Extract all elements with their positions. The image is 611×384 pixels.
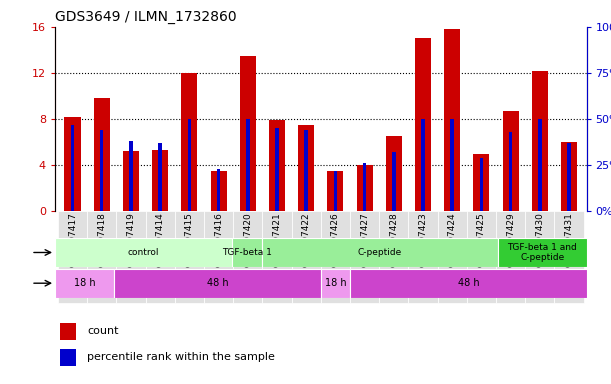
Bar — [474, 154, 489, 211]
Text: C-peptide: C-peptide — [357, 248, 402, 257]
Bar — [204, 211, 233, 303]
Bar — [321, 211, 350, 303]
Bar — [175, 211, 204, 303]
Text: 18 h: 18 h — [324, 278, 346, 288]
Bar — [55, 269, 114, 298]
Bar — [392, 152, 395, 211]
Text: count: count — [87, 326, 119, 336]
Bar — [304, 130, 308, 211]
Bar — [181, 73, 197, 211]
Bar — [152, 150, 168, 211]
Bar — [321, 269, 350, 298]
Bar — [498, 238, 587, 267]
Bar — [386, 136, 402, 211]
Bar — [275, 128, 279, 211]
Bar — [114, 269, 321, 298]
Bar — [350, 211, 379, 303]
Bar — [116, 211, 145, 303]
Bar — [145, 211, 175, 303]
Text: GDS3649 / ILMN_1732860: GDS3649 / ILMN_1732860 — [55, 10, 236, 25]
Bar — [232, 238, 262, 267]
Bar — [444, 29, 460, 211]
Bar — [262, 238, 498, 267]
Text: TGF-beta 1 and
C-peptide: TGF-beta 1 and C-peptide — [507, 243, 577, 262]
Bar — [233, 211, 262, 303]
Bar — [408, 211, 437, 303]
Bar — [503, 111, 519, 211]
Text: 48 h: 48 h — [458, 278, 479, 288]
Bar — [217, 169, 221, 211]
Bar — [129, 141, 133, 211]
Bar — [246, 119, 249, 211]
Text: control: control — [128, 248, 159, 257]
Bar — [55, 238, 232, 267]
Bar — [60, 349, 76, 366]
Text: percentile rank within the sample: percentile rank within the sample — [87, 352, 275, 362]
Bar — [357, 165, 373, 211]
Bar — [291, 211, 321, 303]
Bar — [87, 211, 116, 303]
Bar — [509, 132, 513, 211]
Bar — [211, 171, 227, 211]
Bar — [60, 323, 76, 340]
Bar — [421, 119, 425, 211]
Bar — [65, 117, 81, 211]
Bar — [496, 211, 525, 303]
Bar — [327, 171, 343, 211]
Bar — [93, 98, 110, 211]
Bar — [350, 269, 587, 298]
Bar — [532, 71, 548, 211]
Bar — [334, 170, 337, 211]
Bar — [379, 211, 408, 303]
Bar — [480, 158, 483, 211]
Bar — [567, 143, 571, 211]
Bar — [554, 211, 584, 303]
Bar — [188, 119, 191, 211]
Bar — [100, 130, 103, 211]
Bar — [71, 124, 75, 211]
Text: 48 h: 48 h — [207, 278, 229, 288]
Bar — [363, 163, 367, 211]
Bar — [158, 143, 162, 211]
Bar — [298, 125, 314, 211]
Text: TGF-beta 1: TGF-beta 1 — [222, 248, 272, 257]
Bar — [415, 38, 431, 211]
Bar — [525, 211, 554, 303]
Bar — [437, 211, 467, 303]
Text: 18 h: 18 h — [74, 278, 95, 288]
Bar — [269, 120, 285, 211]
Bar — [123, 151, 139, 211]
Bar — [58, 211, 87, 303]
Bar — [538, 119, 541, 211]
Bar — [240, 56, 256, 211]
Bar — [467, 211, 496, 303]
Bar — [561, 142, 577, 211]
Bar — [450, 119, 454, 211]
Bar — [262, 211, 291, 303]
